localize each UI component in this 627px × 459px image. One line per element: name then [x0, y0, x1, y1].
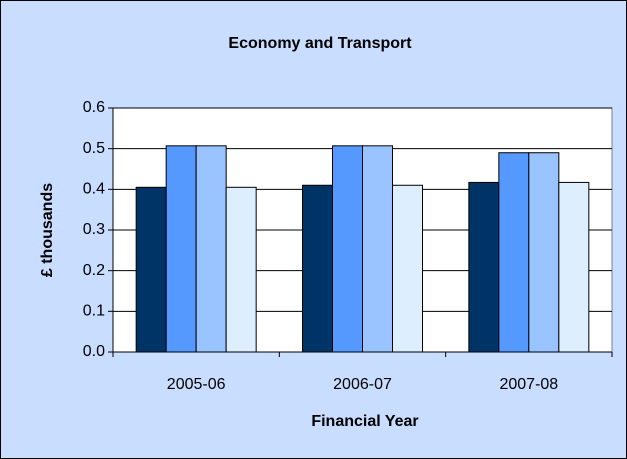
x-tick-label: 2006-07 — [333, 376, 392, 393]
bar — [195, 145, 227, 353]
bar — [558, 181, 590, 353]
bar — [392, 184, 423, 353]
bar — [302, 184, 333, 353]
y-tick-label: 0.6 — [83, 99, 105, 116]
bar — [528, 152, 560, 353]
y-tick-label: 0.4 — [83, 181, 105, 198]
bar — [332, 145, 363, 353]
x-axis-label: Financial Year — [311, 413, 418, 430]
bar — [135, 186, 167, 353]
bar — [498, 152, 530, 353]
x-tick-label: 2007-08 — [499, 376, 558, 393]
bar — [468, 181, 500, 353]
y-tick-label: 0.5 — [83, 140, 105, 157]
y-tick-label: 0.1 — [83, 303, 105, 320]
bar — [225, 186, 257, 353]
bar — [165, 145, 197, 353]
x-tick-label: 2005-06 — [167, 376, 226, 393]
y-axis-label: £ thousands — [39, 183, 56, 277]
y-tick-label: 0.0 — [83, 343, 105, 360]
bar — [362, 145, 393, 353]
y-tick-label: 0.2 — [83, 262, 105, 279]
y-tick-label: 0.3 — [83, 221, 105, 238]
chart-title: Economy and Transport — [228, 35, 412, 52]
